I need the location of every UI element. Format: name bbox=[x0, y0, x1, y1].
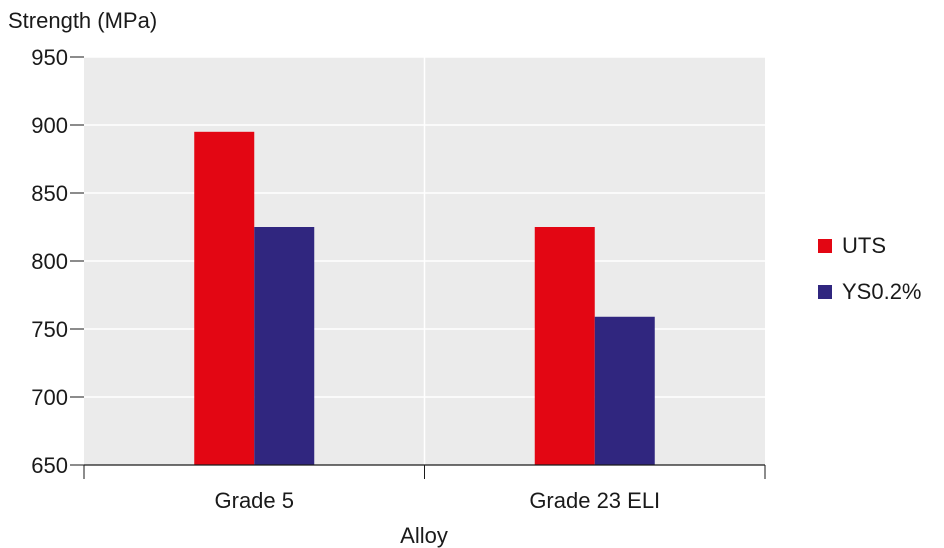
bar-uts-0 bbox=[194, 131, 255, 466]
x-axis-title: Alloy bbox=[400, 523, 448, 548]
legend-swatch bbox=[818, 285, 832, 299]
bar-ys02-1 bbox=[594, 316, 655, 465]
y-tick-label: 900 bbox=[31, 113, 68, 138]
x-tick-label: Grade 23 ELI bbox=[529, 488, 660, 513]
y-tick-label: 700 bbox=[31, 385, 68, 410]
legend-swatch bbox=[818, 239, 832, 253]
x-axis: Grade 5 Grade 23 ELI bbox=[83, 464, 766, 513]
y-tick-label: 650 bbox=[31, 453, 68, 478]
y-tick-label: 950 bbox=[31, 45, 68, 70]
y-tick-label: 850 bbox=[31, 181, 68, 206]
y-axis-title: Strength (MPa) bbox=[8, 8, 157, 33]
bars bbox=[194, 131, 655, 466]
legend-label: YS0.2% bbox=[842, 279, 922, 304]
legend: UTS YS0.2% bbox=[818, 233, 922, 304]
y-tick-label: 800 bbox=[31, 249, 68, 274]
bar-ys02-0 bbox=[254, 227, 315, 465]
bar-uts-1 bbox=[534, 227, 595, 465]
legend-label: UTS bbox=[842, 233, 886, 258]
y-tick-label: 750 bbox=[31, 317, 68, 342]
y-axis: 650 700 750 800 850 900 950 bbox=[31, 45, 84, 478]
x-tick-label: Grade 5 bbox=[215, 488, 295, 513]
